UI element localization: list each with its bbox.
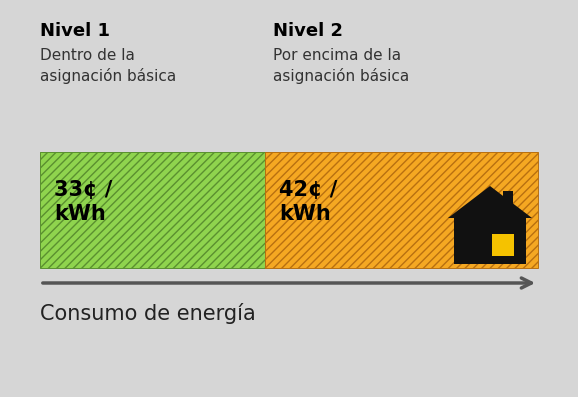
Bar — [265, 152, 538, 268]
Polygon shape — [448, 186, 532, 218]
Bar — [503, 191, 513, 213]
Text: Dentro de la
asignación básica: Dentro de la asignación básica — [40, 48, 176, 84]
Text: Por encima de la
asignación básica: Por encima de la asignación básica — [273, 48, 409, 84]
Bar — [265, 152, 538, 268]
Bar — [492, 234, 514, 256]
Bar — [40, 152, 265, 268]
Text: Consumo de energía: Consumo de energía — [40, 303, 255, 324]
Text: Nivel 2: Nivel 2 — [273, 22, 343, 40]
Bar — [454, 218, 526, 264]
Text: Nivel 1: Nivel 1 — [40, 22, 110, 40]
Bar — [40, 152, 265, 268]
Text: 33¢ /
kWh: 33¢ / kWh — [54, 180, 112, 224]
Text: 42¢ /
kWh: 42¢ / kWh — [279, 180, 338, 224]
